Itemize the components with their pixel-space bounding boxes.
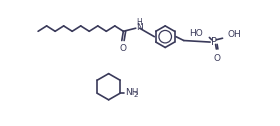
Text: HO: HO: [190, 29, 203, 38]
Text: N: N: [137, 23, 143, 32]
Text: O: O: [119, 44, 126, 53]
Text: H: H: [136, 18, 142, 27]
Text: OH: OH: [227, 30, 241, 39]
Text: 2: 2: [134, 92, 138, 98]
Text: O: O: [214, 54, 221, 63]
Text: P: P: [211, 37, 217, 47]
Text: NH: NH: [125, 88, 138, 97]
